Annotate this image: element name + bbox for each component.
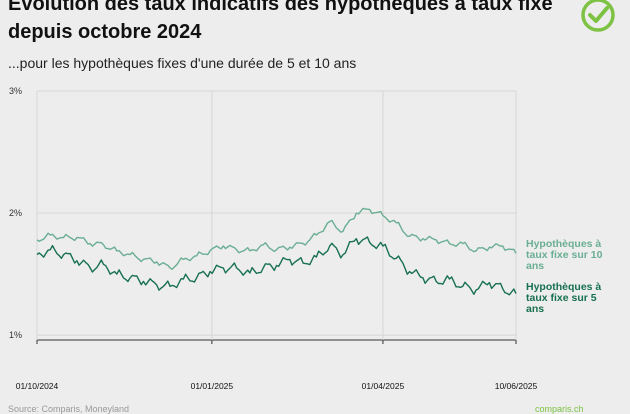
series-label-line: taux fixe sur 10 — [526, 249, 603, 261]
footer-brand: comparis.ch — [535, 404, 584, 414]
series-label-line: ans — [526, 303, 544, 315]
series-line — [36, 236, 517, 296]
series-labels: Hypothèques à taux fixe sur 10 ansHypothèq… — [526, 238, 603, 315]
x-tick-label: 01/01/2025 — [191, 381, 234, 391]
series-label-line: ans — [526, 260, 544, 272]
x-axis-ticks: 01/10/2024 01/01/2025 01/04/2025 10/06/2025 — [16, 381, 538, 391]
y-axis-ticks: 1% 2% 3% — [9, 86, 22, 340]
x-tick-label: 10/06/2025 — [495, 381, 538, 391]
series-label: Hypothèques à taux fixe sur 5 ans — [526, 281, 601, 315]
series-label-line: taux fixe sur 5 — [526, 292, 597, 304]
series-label-line: Hypothèques à — [526, 281, 601, 293]
series-label: Hypothèques à taux fixe sur 10 ans — [526, 238, 603, 272]
chart-series — [36, 207, 517, 296]
series-line — [36, 207, 517, 270]
footer-source: Source: Comparis, Moneyland — [8, 404, 130, 414]
check-circle-icon — [581, 0, 615, 32]
y-tick-label: 2% — [9, 208, 22, 218]
chart-title: Évolution des taux indicatifs des hypoth… — [8, 0, 553, 43]
series-label-line: Hypothèques à — [526, 238, 601, 250]
chart-subtitle: ...pour les hypothèques fixes d'une duré… — [8, 55, 357, 71]
y-tick-label: 1% — [9, 330, 22, 340]
chart-grid — [36, 90, 517, 344]
x-tick-label: 01/04/2025 — [362, 381, 405, 391]
x-tick-label: 01/10/2024 — [16, 381, 59, 391]
y-tick-label: 3% — [9, 86, 22, 96]
